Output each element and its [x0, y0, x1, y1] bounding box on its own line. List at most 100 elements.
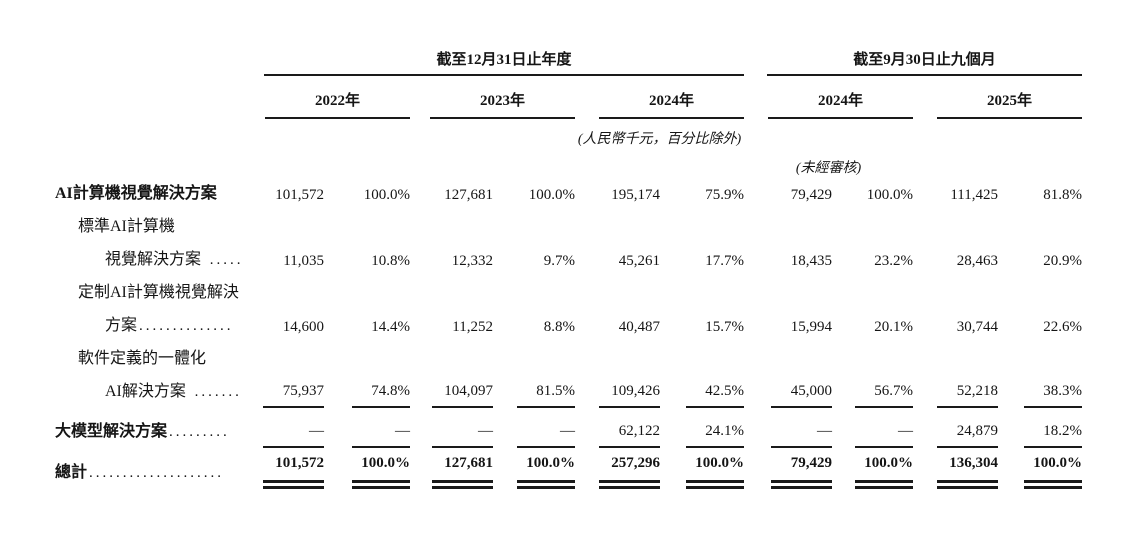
column-group-ninemonths: 截至9月30日止九個月	[744, 40, 1082, 76]
cell-value: 109,426	[599, 376, 660, 408]
year-header-2024-9m: 2024年	[744, 76, 913, 119]
row-label-text: 總計	[55, 464, 88, 481]
dot-leader: .......	[187, 384, 242, 400]
row-label-line: 總計....................	[55, 456, 245, 489]
header-year-row: 2022年 2023年 2024年 2024年 2025年	[55, 76, 1082, 119]
table-cell: 8.8%	[493, 276, 575, 342]
column-group-annual-rule: 截至12月31日止年度	[264, 48, 744, 76]
cell-value: 30,744	[956, 319, 998, 335]
cell-value: 20.1%	[874, 319, 913, 335]
cell-value: 12,332	[451, 253, 493, 269]
row-label-line: AI解決方案 .......	[55, 375, 245, 408]
cell-value: 11,252	[452, 319, 493, 335]
row-label-text: 大模型解決方案	[55, 423, 168, 440]
table-cell: 75,937	[245, 342, 324, 408]
row-label-line: 標準AI計算機	[55, 210, 245, 243]
table-cell: 56.7%	[832, 342, 913, 408]
table-cell: 100.0%	[324, 448, 410, 489]
cell-value: 15,994	[790, 319, 832, 335]
table-cell: 101,572	[245, 177, 324, 210]
cell-value: —	[352, 416, 410, 448]
table-cell: 12,332	[410, 210, 493, 276]
cell-value: 100.0%	[686, 448, 744, 489]
cell-value: 42.5%	[686, 376, 744, 408]
cell-value: 9.7%	[543, 253, 575, 269]
table-cell: 22.6%	[998, 276, 1082, 342]
cell-value: 20.9%	[1043, 253, 1082, 269]
table-cell: 111,425	[913, 177, 998, 210]
row-label-line: 定制AI計算機視覺解決	[55, 276, 245, 309]
year-header-2024: 2024年	[575, 76, 744, 119]
table-row: 定制AI計算機視覺解決方案.............. 14,600 14.4% 11…	[55, 276, 1082, 342]
cell-value: 101,572	[275, 187, 324, 203]
row-label-cell: 標準AI計算機視覺解決方案 .....	[55, 210, 245, 276]
row-label-text: 定制AI計算機視覺解決	[78, 284, 239, 301]
cell-value: 195,174	[611, 187, 660, 203]
table-cell: 81.8%	[998, 177, 1082, 210]
cell-value: 15.7%	[705, 319, 744, 335]
row-label-cell: 大模型解決方案.........	[55, 408, 245, 448]
table-cell: 20.9%	[998, 210, 1082, 276]
year-label: 2022年	[265, 89, 410, 119]
table-body: AI計算機視覺解決方案 101,572 100.0% 127,681 100.0% 195…	[55, 177, 1082, 489]
cell-value: 18,435	[790, 253, 832, 269]
table-cell: —	[493, 408, 575, 448]
header-group-row: 截至12月31日止年度 截至9月30日止九個月	[55, 40, 1082, 76]
column-group-annual-title: 截至12月31日止年度	[436, 52, 572, 68]
table-cell: 79,429	[744, 448, 832, 489]
table-cell: 127,681	[410, 177, 493, 210]
row-label-line: 方案..............	[55, 309, 245, 342]
table-cell: 75.9%	[660, 177, 744, 210]
table-cell: 42.5%	[660, 342, 744, 408]
row-label-line: 軟件定義的一體化	[55, 342, 245, 375]
table-cell: 100.0%	[493, 177, 575, 210]
table-cell: 15.7%	[660, 276, 744, 342]
table-row: AI計算機視覺解決方案 101,572 100.0% 127,681 100.0% 195…	[55, 177, 1082, 210]
year-header-2022: 2022年	[245, 76, 410, 119]
column-group-ninemonths-rule: 截至9月30日止九個月	[767, 48, 1082, 76]
table-cell: —	[744, 408, 832, 448]
year-label: 2024年	[768, 89, 913, 119]
cell-value: 18.2%	[1024, 416, 1082, 448]
cell-value: 100.0%	[517, 448, 575, 489]
cell-value: 10.8%	[371, 253, 410, 269]
table-row: 軟件定義的一體化 AI解決方案 ....... 75,937 74.8% 104,097…	[55, 342, 1082, 408]
table-cell: 24.1%	[660, 408, 744, 448]
row-label-text: AI解決方案	[105, 383, 186, 400]
cell-value: 24,879	[937, 416, 998, 448]
column-group-annual: 截至12月31日止年度	[245, 40, 744, 76]
table-row: 標準AI計算機視覺解決方案 ..... 11,035 10.8% 12,332 9.7%…	[55, 210, 1082, 276]
cell-value: 11,035	[283, 253, 324, 269]
table-cell: —	[410, 408, 493, 448]
cell-value: 74.8%	[352, 376, 410, 408]
year-header-2023: 2023年	[410, 76, 575, 119]
currency-note-row: (人民幣千元，百分比除外)	[55, 119, 1082, 148]
cell-value: 14.4%	[371, 319, 410, 335]
cell-value: 257,296	[599, 448, 660, 489]
cell-value: 45,261	[618, 253, 660, 269]
dot-leader: .....	[203, 252, 244, 268]
table-cell: —	[324, 408, 410, 448]
column-group-ninemonths-title: 截至9月30日止九個月	[853, 52, 996, 68]
cell-value: 75,937	[263, 376, 324, 408]
cell-value: 75.9%	[705, 187, 744, 203]
table-cell: 100.0%	[832, 448, 913, 489]
table-row: 總計.................... 101,572 100.0% 127,6…	[55, 448, 1082, 489]
table-cell: 62,122	[575, 408, 660, 448]
table-cell: 17.7%	[660, 210, 744, 276]
table-cell: 74.8%	[324, 342, 410, 408]
cell-value: 23.2%	[874, 253, 913, 269]
row-label-cell: AI計算機視覺解決方案	[55, 177, 245, 210]
row-label-text: 視覺解決方案	[105, 251, 202, 268]
cell-value: —	[432, 416, 493, 448]
cell-value: 104,097	[432, 376, 493, 408]
table-cell: 9.7%	[493, 210, 575, 276]
dot-leader: ....................	[89, 465, 225, 481]
table-cell: 127,681	[410, 448, 493, 489]
cell-value: 14,600	[282, 319, 324, 335]
cell-value: 100.0%	[1024, 448, 1082, 489]
row-label-text: AI計算機視覺解決方案	[55, 185, 217, 202]
row-label-text: 標準AI計算機	[78, 218, 175, 235]
header-spacer	[55, 40, 245, 76]
